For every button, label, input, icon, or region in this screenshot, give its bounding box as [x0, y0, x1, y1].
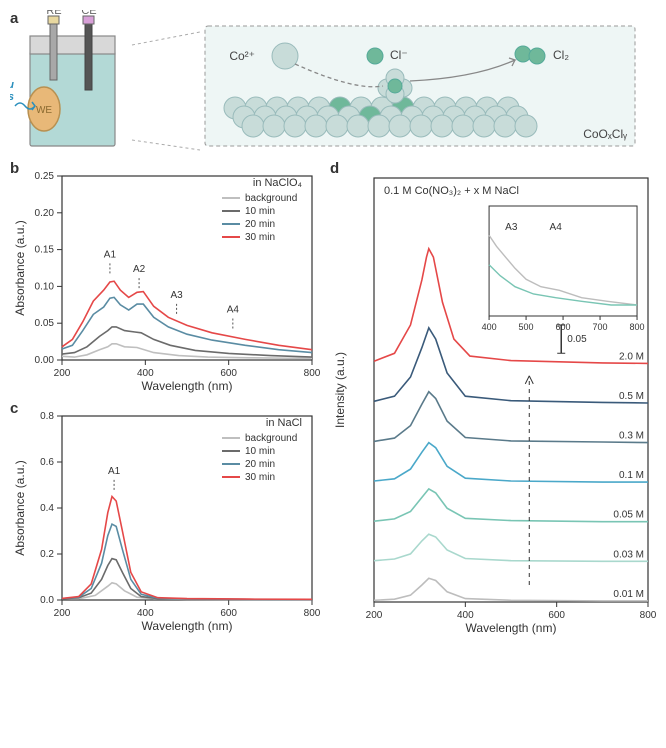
svg-text:2.0 M: 2.0 M	[619, 351, 644, 362]
svg-text:0.05: 0.05	[567, 334, 587, 345]
svg-text:Wavelength (nm): Wavelength (nm)	[142, 619, 233, 633]
svg-text:A3: A3	[170, 290, 183, 301]
svg-text:CE: CE	[81, 10, 96, 17]
svg-text:CoOₓClᵧ: CoOₓClᵧ	[583, 127, 627, 141]
svg-text:200: 200	[54, 608, 71, 619]
svg-text:0.05: 0.05	[35, 318, 55, 329]
svg-text:10 min: 10 min	[245, 206, 275, 217]
svg-text:20 min: 20 min	[245, 459, 275, 470]
svg-text:400: 400	[457, 610, 474, 621]
svg-text:0.2: 0.2	[40, 549, 54, 560]
svg-text:WE: WE	[36, 105, 52, 116]
svg-text:0.3 M: 0.3 M	[619, 431, 644, 442]
panel-a-schematic: RE CE WE In situUV-Vis Co²⁺ Cl⁻ Cl₂ CoOₓClᵧ	[10, 10, 656, 160]
panel-a-label: a	[10, 10, 18, 27]
svg-text:0.01 M: 0.01 M	[613, 589, 644, 600]
svg-text:600: 600	[556, 322, 571, 332]
svg-text:0.15: 0.15	[35, 245, 55, 256]
figure-root: a RE CE WE In situUV-Vis Co²⁺ Cl⁻ Cl₂ CoOₓClᵧ b…	[10, 10, 656, 640]
svg-text:200: 200	[366, 610, 383, 621]
svg-text:800: 800	[304, 608, 320, 619]
svg-text:400: 400	[137, 608, 154, 619]
svg-text:0.8: 0.8	[40, 411, 54, 422]
svg-text:600: 600	[548, 610, 565, 621]
svg-text:0.03 M: 0.03 M	[613, 549, 644, 560]
svg-text:30 min: 30 min	[245, 232, 275, 243]
svg-text:background: background	[245, 433, 297, 444]
svg-text:0.05 M: 0.05 M	[613, 510, 644, 521]
svg-text:0.25: 0.25	[35, 171, 55, 182]
svg-text:0.0: 0.0	[40, 595, 54, 606]
svg-text:A3: A3	[505, 222, 518, 233]
svg-text:Cl⁻: Cl⁻	[390, 48, 408, 62]
svg-text:A4: A4	[550, 222, 563, 233]
svg-text:0.1 M Co(NO₃)₂ + x M NaCl: 0.1 M Co(NO₃)₂ + x M NaCl	[384, 185, 519, 197]
panel-d-chart: 200 400 600 800 Wavelength (nm) Intensity (a.…	[330, 164, 656, 636]
svg-text:Wavelength (nm): Wavelength (nm)	[466, 621, 557, 635]
svg-text:Intensity (a.u.): Intensity (a.u.)	[333, 352, 347, 428]
svg-text:700: 700	[593, 322, 608, 332]
panel-c-chart: 200 400 600 800 0.0 0.2 0.4 0.6 0.8 Wavelength (n…	[10, 404, 320, 634]
svg-text:Cl₂: Cl₂	[553, 48, 569, 62]
svg-text:800: 800	[304, 368, 320, 379]
svg-text:0.10: 0.10	[35, 281, 55, 292]
svg-text:RE: RE	[46, 10, 61, 17]
svg-text:600: 600	[220, 608, 237, 619]
svg-text:800: 800	[640, 610, 656, 621]
svg-text:background: background	[245, 193, 297, 204]
svg-text:0.6: 0.6	[40, 457, 54, 468]
svg-text:0.4: 0.4	[40, 503, 54, 514]
svg-text:0.1 M: 0.1 M	[619, 470, 644, 481]
svg-text:0.5 M: 0.5 M	[619, 391, 644, 402]
svg-text:10 min: 10 min	[245, 446, 275, 457]
svg-text:20 min: 20 min	[245, 219, 275, 230]
svg-text:Co²⁺: Co²⁺	[229, 49, 255, 63]
svg-text:30 min: 30 min	[245, 472, 275, 483]
svg-text:A4: A4	[227, 305, 240, 316]
svg-text:Absorbance (a.u.): Absorbance (a.u.)	[13, 220, 27, 315]
svg-text:in NaCl: in NaCl	[266, 417, 302, 429]
svg-text:200: 200	[54, 368, 71, 379]
svg-text:800: 800	[630, 322, 645, 332]
svg-text:A1: A1	[108, 466, 121, 477]
svg-text:600: 600	[220, 368, 237, 379]
svg-text:0.00: 0.00	[35, 355, 55, 366]
svg-text:500: 500	[519, 322, 534, 332]
svg-text:In situUV-Vis: In situUV-Vis	[10, 79, 14, 103]
svg-text:in NaClO₄: in NaClO₄	[253, 177, 303, 189]
svg-text:Absorbance (a.u.): Absorbance (a.u.)	[13, 460, 27, 555]
svg-text:A1: A1	[104, 249, 117, 260]
svg-text:Wavelength (nm): Wavelength (nm)	[142, 379, 233, 393]
panel-b-chart: 200 400 600 800 0.00 0.05 0.10 0.15 0.20 0.25 Wave…	[10, 164, 320, 394]
svg-text:A2: A2	[133, 264, 146, 275]
svg-text:400: 400	[137, 368, 154, 379]
svg-text:0.20: 0.20	[35, 208, 55, 219]
svg-text:400: 400	[482, 322, 497, 332]
